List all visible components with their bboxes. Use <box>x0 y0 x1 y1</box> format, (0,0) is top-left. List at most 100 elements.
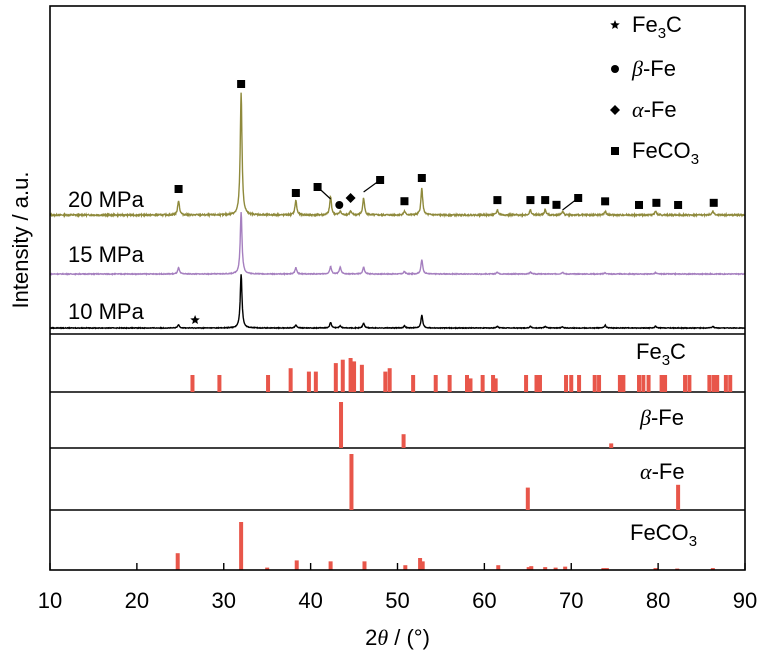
square-marker <box>174 185 183 193</box>
reference-stick <box>401 434 406 448</box>
reference-stick <box>534 375 539 392</box>
reference-stick <box>352 361 357 392</box>
reference-label: Fe3C <box>636 339 686 369</box>
reference-stick <box>537 375 542 392</box>
legend-item: α-Fe <box>610 97 677 122</box>
square-marker <box>674 200 683 209</box>
reference-stick <box>294 560 299 570</box>
reference-stick <box>526 567 531 570</box>
reference-stick <box>468 378 473 392</box>
series-label: 20 MPa <box>68 187 145 212</box>
legend-label: α-Fe <box>632 97 677 122</box>
reference-stick <box>418 558 423 570</box>
x-tick-label: 80 <box>646 588 670 613</box>
reference-stick <box>339 402 344 448</box>
reference-stick <box>676 484 681 510</box>
reference-stick <box>447 375 452 392</box>
reference-stick <box>728 375 733 392</box>
reference-pattern <box>339 402 614 448</box>
reference-stick <box>420 561 425 570</box>
circle-marker <box>335 201 344 209</box>
phase-markers <box>174 80 718 324</box>
reference-panels: Fe3C β-Fe α-Fe FeCO3 <box>50 333 745 570</box>
reference-stick <box>328 561 333 570</box>
xrd-trace <box>49 274 745 330</box>
reference-stick <box>711 375 716 392</box>
reference-label: FeCO3 <box>630 520 697 550</box>
reference-stick <box>175 553 180 570</box>
diamond-icon <box>610 105 620 115</box>
reference-stick <box>663 375 668 392</box>
legend: Fe3C β-Fe α-Fe FeCO3 <box>610 12 699 168</box>
reference-stick <box>411 375 416 392</box>
x-tick-label: 30 <box>212 588 236 613</box>
reference-stick <box>723 375 728 392</box>
reference-stick <box>569 375 574 392</box>
reference-stick <box>288 368 293 392</box>
square-marker <box>574 194 583 202</box>
square-marker <box>526 196 535 205</box>
diamond-marker <box>345 193 356 203</box>
x-tick-label: 40 <box>298 588 322 613</box>
reference-stick <box>553 567 558 570</box>
square-marker <box>237 80 246 88</box>
reference-stick <box>387 368 392 392</box>
star-icon <box>610 20 620 29</box>
reference-stick <box>710 568 715 570</box>
square-marker <box>601 197 610 206</box>
reference-label: β-Fe <box>639 405 684 430</box>
reference-stick <box>239 522 244 570</box>
reference-stick <box>609 443 614 448</box>
reference-pattern <box>190 358 733 392</box>
reference-stick <box>493 378 498 392</box>
reference-stick <box>683 375 688 392</box>
reference-stick <box>529 566 534 570</box>
legend-item: β-Fe <box>611 56 676 81</box>
square-icon <box>611 147 619 155</box>
square-marker <box>552 200 561 209</box>
star-marker <box>190 315 200 324</box>
reference-stick <box>597 375 602 392</box>
reference-stick <box>687 375 692 392</box>
series-label: 15 MPa <box>68 242 145 267</box>
reference-stick <box>563 566 568 570</box>
plot-frame <box>49 5 746 571</box>
reference-stick <box>601 568 606 570</box>
reference-stick <box>403 565 408 570</box>
reference-stick <box>480 375 485 392</box>
series-labels: 20 MPa 15 MPa 10 MPa <box>68 187 145 324</box>
axes: 10 20 30 40 50 60 70 80 90 2θ / (°) Intensity / a.… <box>8 5 757 650</box>
reference-stick <box>646 375 651 392</box>
reference-stick <box>641 375 646 392</box>
reference-stick <box>348 358 353 392</box>
x-tick-label: 60 <box>472 588 496 613</box>
xrd-trace <box>49 92 746 219</box>
x-tick-label: 50 <box>385 588 409 613</box>
x-tick-label: 90 <box>733 588 757 613</box>
reference-stick <box>491 375 496 392</box>
square-marker <box>400 197 409 206</box>
reference-stick <box>604 568 609 570</box>
reference-stick <box>543 567 548 570</box>
reference-stick <box>659 375 664 392</box>
y-axis-label: Intensity / a.u. <box>8 172 33 309</box>
square-marker <box>376 176 385 184</box>
reference-stick <box>707 375 712 392</box>
reference-stick <box>333 363 338 392</box>
xrd-trace <box>49 212 745 277</box>
reference-stick <box>621 375 626 392</box>
reference-stick <box>340 359 345 392</box>
square-marker <box>417 174 426 182</box>
reference-stick <box>465 375 469 392</box>
reference-stick <box>592 375 597 392</box>
x-tick-label: 10 <box>38 588 62 613</box>
reference-stick <box>362 561 367 570</box>
reference-stick <box>653 568 658 570</box>
reference-stick <box>715 375 720 392</box>
reference-stick <box>313 371 318 392</box>
reference-stick <box>525 487 530 510</box>
circle-icon <box>611 65 619 73</box>
xrd-traces <box>49 92 746 330</box>
reference-stick <box>524 375 529 392</box>
square-marker <box>493 196 502 205</box>
